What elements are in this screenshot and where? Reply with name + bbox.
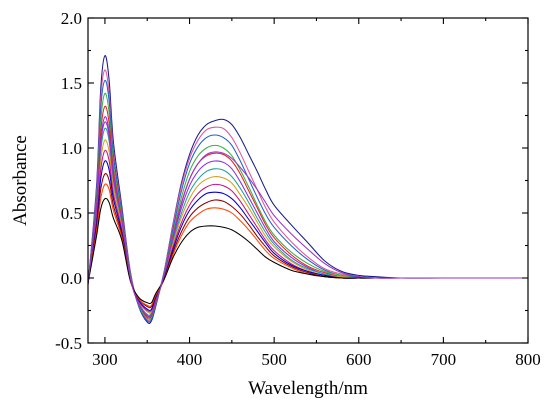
series-line-12 [87, 183, 528, 307]
series-line-5 [87, 105, 528, 319]
y-tick-label: 1.5 [61, 74, 82, 93]
series-line-10 [87, 160, 528, 312]
y-tick-label: 0.0 [61, 269, 82, 288]
series-line-4 [87, 92, 528, 320]
y-tick-label: 1.0 [61, 139, 82, 158]
x-axis: 300 400 500 600 700 800 [92, 18, 541, 369]
x-tick-label: 300 [92, 350, 118, 369]
series-line-7 [87, 127, 528, 316]
y-tick-label: 2.0 [61, 9, 82, 28]
y-axis-title: Absorbance [10, 135, 31, 226]
series-line-8 [87, 139, 528, 314]
series-line-13 [87, 197, 528, 305]
y-axis: -0.5 0.0 0.5 1.0 1.5 2.0 [55, 9, 528, 353]
x-tick-label: 700 [431, 350, 457, 369]
x-axis-title: Wavelength/nm [248, 378, 368, 399]
x-tick-label: 400 [177, 350, 203, 369]
plot-frame [87, 17, 529, 344]
x-tick-label: 600 [346, 350, 372, 369]
series-line-2 [87, 69, 528, 322]
y-tick-label: 0.5 [61, 204, 82, 223]
series-line-1 [87, 55, 528, 325]
series-line-3 [87, 79, 528, 323]
y-tick-label: -0.5 [55, 334, 82, 353]
series-line-11 [87, 173, 528, 309]
series-line-9 [87, 149, 528, 313]
x-tick-label: 500 [261, 350, 287, 369]
x-tick-label: 800 [515, 350, 541, 369]
series-line-6 [87, 116, 528, 318]
series-line-14 [87, 121, 528, 318]
series-layer [87, 55, 528, 325]
